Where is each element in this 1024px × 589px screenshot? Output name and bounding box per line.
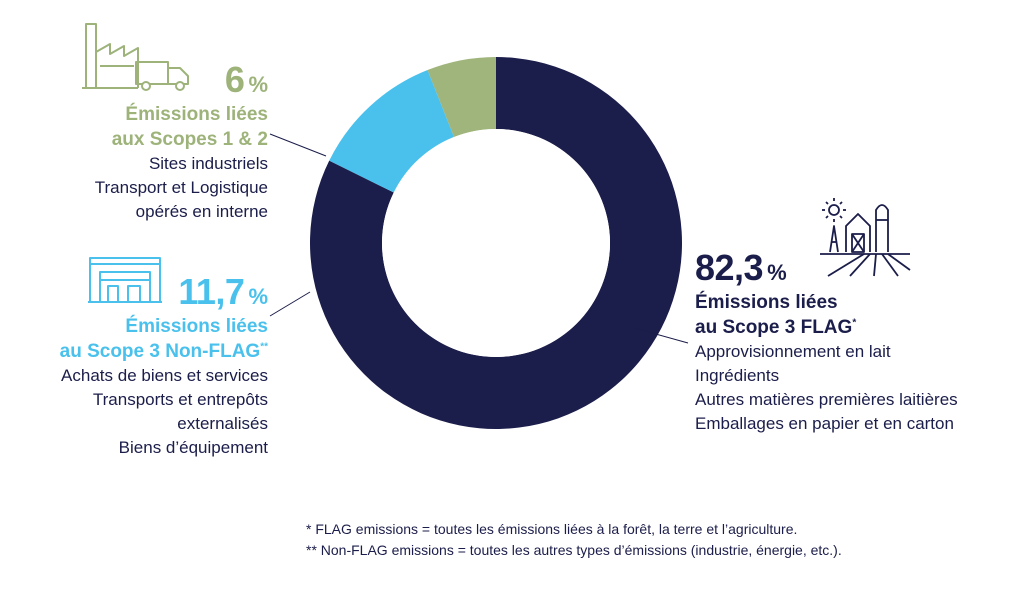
- nonflag-item: externalisés: [177, 414, 268, 433]
- leader-line-scope12: [269, 133, 327, 157]
- donut-slice-0: [310, 57, 682, 429]
- scope12-item: opérés en interne: [135, 202, 268, 221]
- flag-item: Autres matières premières laitières: [695, 390, 958, 409]
- scope12-item: Sites industriels: [148, 154, 268, 173]
- factory-truck-icon: [82, 23, 189, 91]
- footnote-nonflag: ** Non-FLAG emissions = toutes les autre…: [306, 542, 842, 558]
- farm-icon: [820, 198, 911, 277]
- flag-title: Émissions liées au Scope 3 FLAG*: [695, 292, 857, 338]
- scope12-block: 6% Émissions liées aux Scopes 1 & 2 Site…: [95, 62, 268, 224]
- warehouse-icon: [88, 257, 162, 303]
- flag-item: Ingrédients: [695, 366, 780, 385]
- nonflag-item: Transports et entrepôts: [92, 390, 268, 409]
- scope12-item: Transport et Logistique: [94, 178, 268, 197]
- flag-percentage: 82,3%: [695, 247, 787, 288]
- nonflag-block: 11,7% Émissions liées au Scope 3 Non-FLA…: [60, 274, 268, 460]
- footnotes: * FLAG emissions = toutes les émissions …: [306, 519, 842, 561]
- flag-item: Emballages en papier et en carton: [695, 414, 954, 433]
- scope12-percentage: 6%: [224, 59, 268, 100]
- leader-line-nonflag: [269, 291, 311, 317]
- donut-slice-2: [427, 57, 496, 138]
- donut-hole: [382, 129, 610, 357]
- nonflag-item: Achats de biens et services: [61, 366, 268, 385]
- scope12-title: Émissions liées aux Scopes 1 & 2: [111, 104, 268, 150]
- donut-slices: [310, 57, 682, 429]
- nonflag-percentage: 11,7%: [178, 271, 268, 312]
- donut-slice-1: [329, 70, 455, 193]
- nonflag-item: Biens d’équipement: [118, 438, 268, 457]
- footnote-flag: * FLAG emissions = toutes les émissions …: [306, 521, 798, 537]
- nonflag-title: Émissions liées au Scope 3 Non-FLAG**: [59, 316, 268, 362]
- flag-block: 82,3% Émissions liées au Scope 3 FLAG* A…: [695, 250, 958, 436]
- flag-item: Approvisionnement en lait: [695, 342, 891, 361]
- leader-line-flag: [633, 327, 689, 344]
